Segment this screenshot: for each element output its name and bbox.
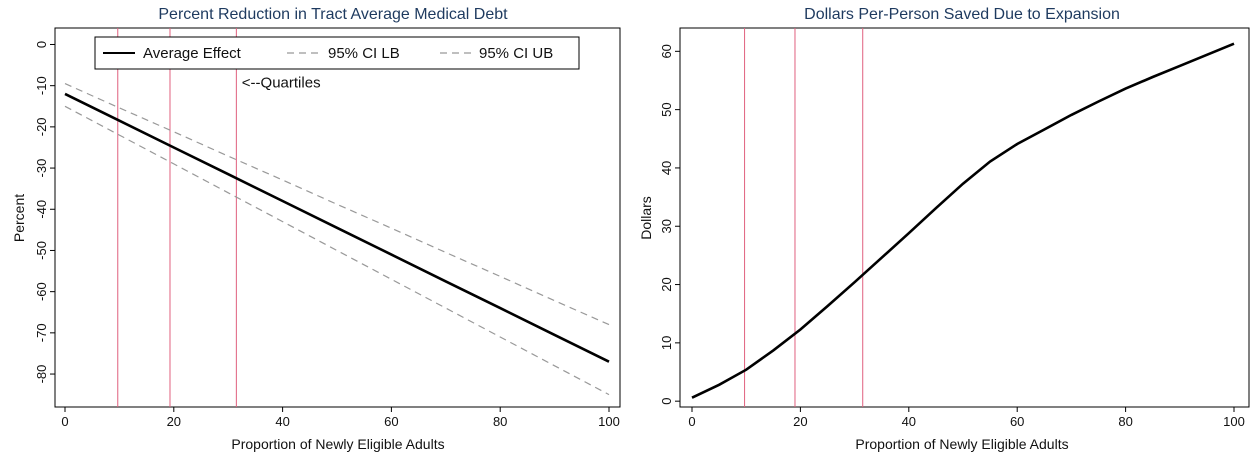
y-axis-title: Dollars bbox=[638, 196, 654, 240]
y-tick-label: -10 bbox=[34, 76, 49, 95]
x-tick-label: 100 bbox=[1223, 414, 1245, 429]
x-tick-label: 100 bbox=[598, 414, 620, 429]
x-axis-title: Proportion of Newly Eligible Adults bbox=[855, 436, 1068, 452]
x-tick-label: 40 bbox=[902, 414, 916, 429]
chart-panel-left: Percent Reduction in Tract Average Medic… bbox=[11, 6, 621, 452]
x-tick-label: 0 bbox=[688, 414, 695, 429]
x-tick-label: 80 bbox=[493, 414, 507, 429]
series-line-95-ci-lb bbox=[64, 105, 610, 396]
y-tick-label: -60 bbox=[34, 282, 49, 301]
plot-frame bbox=[679, 27, 1250, 408]
y-tick-label: 40 bbox=[659, 161, 674, 175]
y-tick-label: -30 bbox=[34, 159, 49, 178]
chart-title: Dollars Per-Person Saved Due to Expansio… bbox=[804, 6, 1120, 23]
y-tick-label: 30 bbox=[659, 219, 674, 233]
plot-frame bbox=[54, 27, 621, 408]
series-line-dollars-saved bbox=[691, 42, 1235, 399]
quartiles-annotation: <--Quartiles bbox=[242, 75, 321, 92]
x-tick-label: 0 bbox=[61, 414, 68, 429]
x-tick-label: 40 bbox=[275, 414, 289, 429]
chart-title: Percent Reduction in Tract Average Medic… bbox=[158, 6, 508, 23]
y-tick-label: 0 bbox=[659, 398, 674, 405]
x-tick-label: 20 bbox=[793, 414, 807, 429]
y-tick-label: -40 bbox=[34, 200, 49, 219]
legend-label-average-effect: Average Effect bbox=[143, 45, 242, 62]
y-tick-label: 50 bbox=[659, 102, 674, 116]
y-tick-label: 10 bbox=[659, 336, 674, 350]
legend: Average Effect 95% CI LB 95% CI UB bbox=[94, 36, 580, 70]
series-line-95-ci-ub bbox=[64, 83, 610, 326]
legend-label-ci-ub: 95% CI UB bbox=[479, 45, 553, 62]
x-tick-label: 60 bbox=[1010, 414, 1024, 429]
series-line-average-effect bbox=[64, 92, 610, 363]
y-tick-label: 20 bbox=[659, 277, 674, 291]
x-tick-label: 60 bbox=[384, 414, 398, 429]
legend-box bbox=[94, 36, 580, 70]
y-tick-label: -70 bbox=[34, 323, 49, 342]
x-tick-label: 20 bbox=[167, 414, 181, 429]
y-tick-label: -50 bbox=[34, 241, 49, 260]
chart-panel-right: Dollars Per-Person Saved Due to Expansio… bbox=[638, 6, 1250, 452]
y-tick-label: 0 bbox=[34, 41, 49, 48]
x-tick-label: 80 bbox=[1118, 414, 1132, 429]
y-tick-label: 60 bbox=[659, 44, 674, 58]
y-axis-title: Percent bbox=[11, 194, 27, 242]
x-axis-title: Proportion of Newly Eligible Adults bbox=[231, 436, 444, 452]
legend-label-ci-lb: 95% CI LB bbox=[328, 45, 400, 62]
y-tick-label: -80 bbox=[34, 365, 49, 384]
y-tick-label: -20 bbox=[34, 117, 49, 136]
